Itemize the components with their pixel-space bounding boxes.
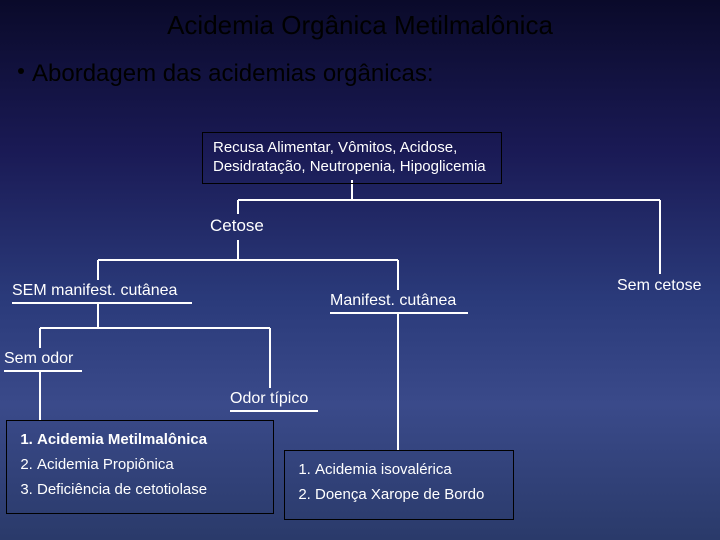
- list-item: Acidemia isovalérica: [315, 461, 505, 480]
- node-symptoms-line1: Recusa Alimentar, Vômitos, Acidose,: [213, 139, 457, 156]
- node-left-list: Acidemia Metilmalônica Acidemia Propiôni…: [6, 420, 274, 514]
- node-symptoms: Recusa Alimentar, Vômitos, Acidose, Desi…: [202, 132, 502, 184]
- list-item: Deficiência de cetotiolase: [37, 481, 265, 500]
- node-manifest: Manifest. cutânea: [330, 292, 456, 310]
- slide-title: Acidemia Orgânica Metilmalônica: [0, 10, 720, 41]
- node-right-list: Acidemia isovalérica Doença Xarope de Bo…: [284, 450, 514, 520]
- slide-subtitle: Abordagem das acidemias orgânicas:: [32, 60, 434, 88]
- right-list: Acidemia isovalérica Doença Xarope de Bo…: [293, 461, 505, 505]
- node-odor-tipico: Odor típico: [230, 390, 308, 408]
- node-symptoms-line2: Desidratação, Neutropenia, Hipoglicemia: [213, 158, 486, 175]
- node-sem-cetose: Sem cetose: [617, 277, 701, 295]
- list-item: Acidemia Metilmalônica: [37, 431, 265, 450]
- left-list: Acidemia Metilmalônica Acidemia Propiôni…: [15, 431, 265, 499]
- node-sem-manifest: SEM manifest. cutânea: [12, 282, 177, 300]
- list-item: Acidemia Propiônica: [37, 456, 265, 475]
- node-sem-odor: Sem odor: [4, 350, 73, 368]
- bullet-dot: [18, 68, 24, 74]
- list-item: Doença Xarope de Bordo: [315, 486, 505, 505]
- node-cetose: Cetose: [210, 216, 264, 236]
